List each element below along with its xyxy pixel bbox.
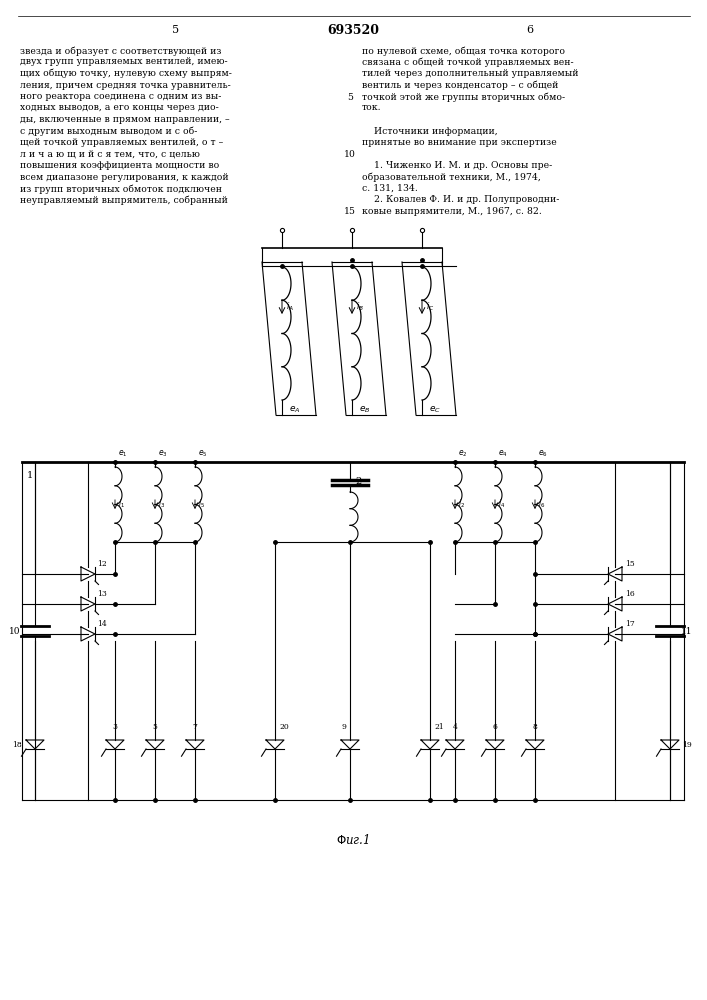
Text: 19: 19 — [682, 741, 691, 749]
Text: щих общую точку, нулевую схему выпрям-: щих общую точку, нулевую схему выпрям- — [20, 69, 232, 79]
Text: тилей через дополнительный управляемый: тилей через дополнительный управляемый — [362, 69, 578, 78]
Text: по нулевой схеме, общая точка которого: по нулевой схеме, общая точка которого — [362, 46, 565, 55]
Text: $e_1$: $e_1$ — [118, 449, 127, 459]
Text: $i_2$: $i_2$ — [458, 498, 465, 510]
Text: $e_A$: $e_A$ — [289, 405, 300, 415]
Text: ток.: ток. — [362, 104, 382, 112]
Text: $e_6$: $e_6$ — [538, 449, 548, 459]
Text: 10: 10 — [9, 626, 21, 636]
Text: 4: 4 — [452, 723, 457, 731]
Text: ковые выпрямители, М., 1967, с. 82.: ковые выпрямители, М., 1967, с. 82. — [362, 207, 542, 216]
Text: 17: 17 — [625, 620, 635, 628]
Text: $e_B$: $e_B$ — [359, 405, 370, 415]
Text: $i_4$: $i_4$ — [498, 498, 506, 510]
Text: $e_C$: $e_C$ — [429, 405, 441, 415]
Text: 15: 15 — [344, 208, 356, 217]
Text: 15: 15 — [625, 560, 635, 568]
Text: образовательной техники, М., 1974,: образовательной техники, М., 1974, — [362, 172, 541, 182]
Text: 6: 6 — [527, 25, 534, 35]
Text: 5: 5 — [173, 25, 180, 35]
Text: 1: 1 — [27, 471, 33, 480]
Text: 2: 2 — [355, 478, 361, 487]
Text: 693520: 693520 — [327, 23, 379, 36]
Text: 5: 5 — [347, 93, 353, 102]
Text: 8: 8 — [532, 723, 537, 731]
Text: звезда и образует с соответствующей из: звезда и образует с соответствующей из — [20, 46, 221, 55]
Text: $i_A$: $i_A$ — [286, 301, 294, 313]
Text: $e_3$: $e_3$ — [158, 449, 168, 459]
Text: ходных выводов, а его концы через дио-: ходных выводов, а его концы через дио- — [20, 104, 218, 112]
Text: $i_B$: $i_B$ — [356, 301, 364, 313]
Text: $i_5$: $i_5$ — [198, 498, 205, 510]
Text: из групп вторичных обмоток подключен: из групп вторичных обмоток подключен — [20, 184, 222, 194]
Text: 12: 12 — [97, 560, 107, 568]
Text: Источники информации,: Источники информации, — [362, 126, 498, 135]
Text: $i_3$: $i_3$ — [158, 498, 165, 510]
Text: 11: 11 — [682, 626, 693, 636]
Text: 6: 6 — [493, 723, 498, 731]
Text: вентиль и через конденсатор – с общей: вентиль и через конденсатор – с общей — [362, 81, 559, 90]
Text: 1. Чиженко И. М. и др. Основы пре-: 1. Чиженко И. М. и др. Основы пре- — [362, 161, 552, 170]
Text: $\Phi$иг.1: $\Phi$иг.1 — [336, 833, 370, 847]
Text: $i_C$: $i_C$ — [426, 301, 434, 313]
Text: 13: 13 — [97, 590, 107, 598]
Text: с другим выходным выводом и с об-: с другим выходным выводом и с об- — [20, 126, 197, 136]
Text: с. 131, 134.: с. 131, 134. — [362, 184, 418, 193]
Text: 7: 7 — [192, 723, 197, 731]
Text: л и ч а ю щ и й с я тем, что, с целью: л и ч а ю щ и й с я тем, что, с целью — [20, 149, 200, 158]
Text: 10: 10 — [344, 150, 356, 159]
Text: $e_5$: $e_5$ — [198, 449, 208, 459]
Text: 5: 5 — [153, 723, 158, 731]
Text: неуправляемый выпрямитель, собранный: неуправляемый выпрямитель, собранный — [20, 196, 228, 205]
Text: $e_2$: $e_2$ — [458, 449, 467, 459]
Text: принятые во внимание при экспертизе: принятые во внимание при экспертизе — [362, 138, 556, 147]
Text: 21: 21 — [434, 723, 444, 731]
Text: всем диапазоне регулирования, к каждой: всем диапазоне регулирования, к каждой — [20, 172, 228, 182]
Text: точкой этой же группы вторичных обмо-: точкой этой же группы вторичных обмо- — [362, 92, 565, 102]
Text: 3: 3 — [112, 723, 117, 731]
Text: щей точкой управляемых вентилей, о т –: щей точкой управляемых вентилей, о т – — [20, 138, 223, 147]
Text: 2. Ковалев Ф. И. и др. Полупроводни-: 2. Ковалев Ф. И. и др. Полупроводни- — [362, 196, 559, 205]
Text: 20: 20 — [279, 723, 288, 731]
Text: 9: 9 — [341, 723, 346, 731]
Text: двух групп управляемых вентилей, имею-: двух групп управляемых вентилей, имею- — [20, 57, 228, 66]
Text: связана с общей точкой управляемых вен-: связана с общей точкой управляемых вен- — [362, 57, 573, 67]
Text: $i_1$: $i_1$ — [118, 498, 125, 510]
Text: $e_4$: $e_4$ — [498, 449, 508, 459]
Text: ды, включенные в прямом направлении, –: ды, включенные в прямом направлении, – — [20, 115, 230, 124]
Text: ления, причем средняя точка уравнитель-: ления, причем средняя точка уравнитель- — [20, 81, 230, 90]
Text: $i_6$: $i_6$ — [538, 498, 545, 510]
Text: ного реактора соединена с одним из вы-: ного реактора соединена с одним из вы- — [20, 92, 221, 101]
Text: 18: 18 — [12, 741, 22, 749]
Text: повышения коэффициента мощности во: повышения коэффициента мощности во — [20, 161, 219, 170]
Text: 14: 14 — [97, 620, 107, 628]
Text: 16: 16 — [625, 590, 635, 598]
